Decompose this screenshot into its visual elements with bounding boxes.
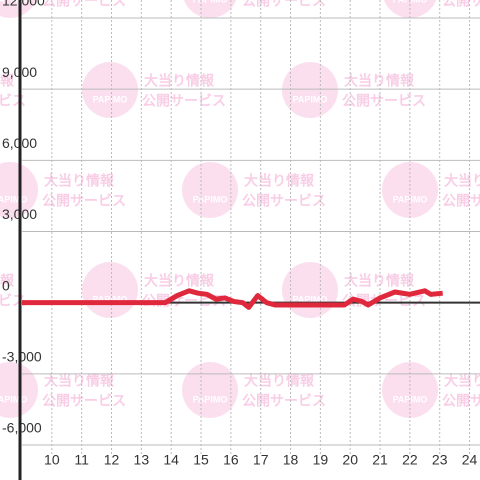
series-line <box>22 288 443 310</box>
watermark-text: 大当り情報 <box>144 73 215 89</box>
watermark-text: 公開サービス <box>42 393 126 409</box>
x-tick-label: 15 <box>193 452 209 468</box>
watermark-text: 公開サービス <box>142 93 226 109</box>
plot <box>22 288 443 310</box>
x-tick-label: 10 <box>44 452 60 468</box>
watermark-brand: PAPIMO <box>293 294 328 304</box>
x-tick-label: 11 <box>74 452 89 468</box>
watermark-brand: PAPIMO <box>393 394 428 404</box>
watermark-text: 大当り情報 <box>344 273 415 289</box>
x-tick-label: 18 <box>283 452 299 468</box>
watermark-text: 大当り情報 <box>244 173 315 189</box>
watermark-brand: PAPIMO <box>193 194 228 204</box>
x-tick-label: 16 <box>223 452 239 468</box>
watermark-text: 公開サービス <box>442 393 480 409</box>
watermark-text: 公開サービス <box>242 0 326 9</box>
watermark-logo <box>182 362 238 418</box>
watermark-text: 公開サービス <box>242 193 326 209</box>
watermark-text: 公開サービス <box>42 193 126 209</box>
watermark-text: 公開サービス <box>442 193 480 209</box>
x-tick-label: 22 <box>402 452 418 468</box>
watermark-logo <box>0 0 37 18</box>
x-tick-label: 23 <box>432 452 448 468</box>
y-tick-label: 0 <box>2 277 10 293</box>
watermark-text: 大当り情報 <box>444 373 480 389</box>
x-tick-label: 20 <box>342 452 358 468</box>
x-tick-label: 21 <box>372 452 388 468</box>
y-tick-label: -6,000 <box>2 420 42 436</box>
watermark-brand: PAPIMO <box>393 194 428 204</box>
watermark-text: 大当り情報 <box>44 173 115 189</box>
x-tick-label: 14 <box>163 452 179 468</box>
watermark-text: 大当り情報 <box>44 373 115 389</box>
watermark-text: 大当り情報 <box>444 173 480 189</box>
watermark-text: 大当り情報 <box>0 273 15 289</box>
watermark-text: 公開サービス <box>242 393 326 409</box>
watermark-brand: PAPIMO <box>293 94 328 104</box>
x-tick-label: 19 <box>313 452 329 468</box>
watermark-logo <box>182 162 238 218</box>
x-tick-label: 13 <box>134 452 150 468</box>
watermark-text: 公開サービス <box>342 93 426 109</box>
watermark-brand: PAPIMO <box>0 394 27 404</box>
watermark-logo <box>183 0 237 18</box>
watermark-logo <box>82 62 138 118</box>
watermark-brand: PAPIMO <box>193 394 228 404</box>
watermark-text: 公開サービス <box>42 0 126 9</box>
watermark-text: 大当り情報 <box>0 73 15 89</box>
watermark-brand: PAPIMO <box>0 194 27 204</box>
y-tick-label: 12,000 <box>2 0 45 9</box>
watermark-text: 大当り情報 <box>344 73 415 89</box>
watermark-logo <box>82 262 138 318</box>
watermark-brand: PAPIMO <box>193 0 228 4</box>
watermarks: PAPIMO大当り情報公開サービスPAPIMO大当り情報公開サービスPAPIMO… <box>0 0 480 418</box>
watermark-text: 大当り情報 <box>244 373 315 389</box>
watermark-logo <box>282 62 338 118</box>
y-tick-label: -3,000 <box>2 349 42 365</box>
watermark-text: 公開サービス <box>442 0 480 9</box>
x-tick-label: 24 <box>462 452 478 468</box>
watermark-brand: PAPIMO <box>93 94 128 104</box>
watermark-text: 公開サービス <box>0 93 26 109</box>
watermark-brand: PAPIMO <box>393 0 428 4</box>
x-tick-label: 12 <box>104 452 120 468</box>
watermark-text: 大当り情報 <box>144 273 215 289</box>
x-tick-label: 17 <box>253 452 269 468</box>
watermark-brand: PAPIMO <box>0 0 27 4</box>
watermark-brand: PAPIMO <box>93 294 128 304</box>
